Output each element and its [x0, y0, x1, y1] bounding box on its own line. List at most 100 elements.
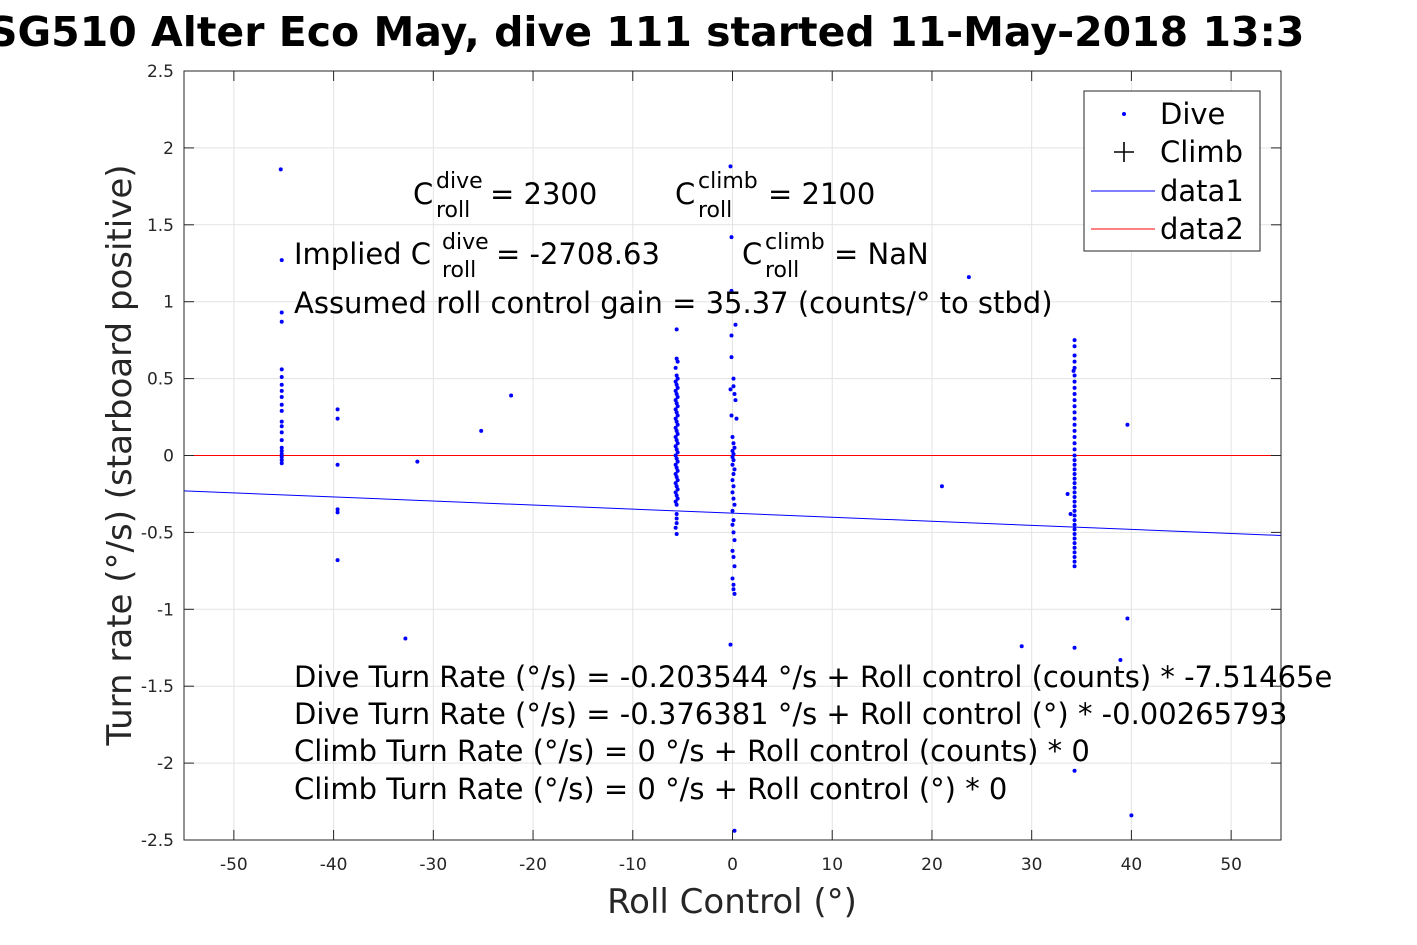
c-dive-sup: dive — [436, 169, 483, 194]
legend-box — [1083, 90, 1261, 252]
c-climb-sup: climb — [698, 169, 758, 194]
data-point — [674, 356, 679, 361]
data-point — [1118, 658, 1123, 663]
data-point — [939, 484, 944, 489]
data-point — [730, 490, 735, 495]
y-tick-label: 2.5 — [147, 62, 174, 82]
data-point — [1072, 379, 1077, 384]
data-point — [674, 327, 679, 332]
data-point — [673, 490, 678, 495]
data-point — [674, 465, 679, 470]
data-point — [1072, 359, 1077, 364]
legend-dive-label: Dive — [1160, 97, 1225, 131]
data-point — [279, 382, 284, 387]
data-point — [1072, 504, 1077, 509]
data-point — [674, 428, 679, 433]
data-point — [1072, 508, 1077, 513]
data-point — [730, 478, 735, 483]
implied-dive-prefix: Implied C — [294, 237, 431, 271]
data-point — [731, 458, 736, 463]
data-point — [335, 416, 340, 421]
data-point — [279, 419, 284, 424]
data-point — [675, 459, 680, 464]
data-point — [1071, 368, 1076, 373]
data-point — [674, 382, 679, 387]
data-point — [729, 288, 734, 293]
data-point — [279, 258, 284, 263]
c-dive-value: = 2300 — [490, 177, 597, 211]
data-points — [278, 164, 1134, 833]
data-point — [1072, 536, 1077, 541]
c-climb-value: = 2100 — [768, 177, 875, 211]
data-point — [674, 447, 679, 452]
data-point — [675, 478, 680, 483]
data-point — [728, 642, 733, 647]
data-point — [1019, 644, 1024, 649]
y-tick-label: -1 — [157, 600, 174, 620]
data-point — [279, 455, 284, 460]
data-point — [1072, 462, 1077, 467]
data-point — [731, 587, 736, 592]
c-climb-base: C — [675, 177, 695, 211]
data-point — [734, 416, 739, 421]
x-tick-label: -10 — [619, 855, 647, 875]
data-point — [732, 538, 737, 543]
data-point — [1065, 491, 1070, 496]
legend-data1-label: data1 — [1160, 174, 1244, 208]
data-point — [509, 393, 514, 398]
equation-line: Climb Turn Rate (°/s) = 0 °/s + Roll con… — [294, 772, 1007, 806]
data-point — [673, 379, 678, 384]
data-point — [673, 416, 678, 421]
x-tick-label: -50 — [220, 855, 248, 875]
implied-climb-value: = NaN — [834, 237, 929, 271]
data-point — [674, 511, 679, 516]
data-point — [675, 422, 680, 427]
data-point — [674, 438, 679, 443]
x-tick-label: 40 — [1121, 855, 1143, 875]
data-point — [729, 333, 734, 338]
data-point — [675, 395, 680, 400]
data-point — [1072, 513, 1077, 518]
y-tick-label: 0 — [163, 447, 174, 467]
data-point — [1072, 453, 1077, 458]
data-point — [279, 438, 284, 443]
roll-gain-annotation: Assumed roll control gain = 35.37 (count… — [294, 286, 1053, 320]
data-point — [732, 445, 737, 450]
data-point — [1072, 391, 1077, 396]
data-point — [335, 507, 340, 512]
data-point — [1072, 499, 1077, 504]
x-axis-label: Roll Control (°) — [607, 882, 857, 922]
data-point — [1068, 511, 1073, 516]
data-point — [675, 450, 680, 455]
x-tick-label: 0 — [727, 855, 738, 875]
data-point — [1072, 518, 1077, 523]
data-point — [732, 591, 737, 596]
data-point — [279, 430, 284, 435]
data-point — [966, 275, 971, 280]
data-point — [279, 408, 284, 413]
data-point — [1072, 385, 1077, 390]
data-point — [1072, 550, 1077, 555]
equation-line: Climb Turn Rate (°/s) = 0 °/s + Roll con… — [294, 734, 1090, 768]
y-tick-label: 1 — [163, 293, 174, 313]
data-point — [730, 522, 735, 527]
legend-climb-label: Climb — [1160, 135, 1243, 169]
data-point — [731, 384, 736, 389]
data-point — [278, 167, 283, 172]
data-point — [1072, 531, 1077, 536]
data-point — [1072, 344, 1077, 349]
data-point — [675, 376, 680, 381]
data-point — [731, 496, 736, 501]
data-point — [674, 502, 679, 507]
y-tick-label: -2.5 — [141, 831, 174, 851]
data-point — [731, 582, 736, 587]
y-tick-label: 0.5 — [147, 370, 174, 390]
data-point — [675, 441, 680, 446]
data-point — [1072, 373, 1077, 378]
data-point — [731, 555, 736, 560]
data-point — [279, 319, 284, 324]
data-point — [673, 444, 678, 449]
data-point — [279, 402, 284, 407]
y-tick-label: 2 — [163, 139, 174, 159]
